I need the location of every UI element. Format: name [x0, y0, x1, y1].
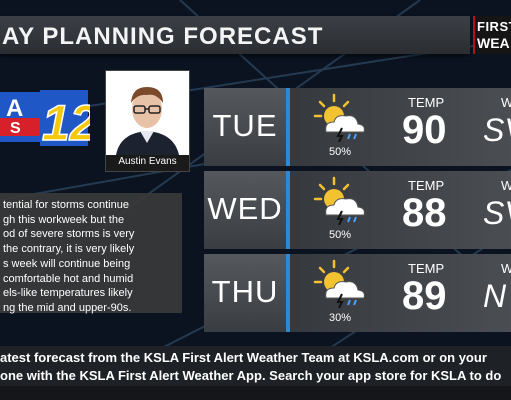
ksla-12-logo: A S 12 [0, 90, 90, 148]
sun-cloud-storm-icon [313, 93, 365, 142]
first-alert-badge: FIRST WEA [473, 16, 511, 54]
sun-cloud-storm-icon [313, 176, 365, 225]
wind-value: SV [483, 112, 511, 148]
precip-chance: 50% [328, 229, 352, 241]
precip-chance: 30% [328, 312, 352, 324]
summary-text: tential for storms continue gh this work… [3, 199, 135, 314]
title-bar: AY PLANNING FORECAST [0, 16, 470, 54]
wind-value: N [483, 278, 507, 314]
svg-text:S: S [10, 120, 21, 137]
precip-chance: 50% [328, 146, 352, 158]
day-label: THU [211, 274, 279, 309]
forecast-row-tue: TUE 50% TEMP 90 W SV [204, 88, 511, 166]
day-accent-bar [286, 88, 290, 166]
day-box: WED [204, 171, 286, 249]
wind-value: SV [483, 195, 511, 231]
wind-label: W [501, 261, 511, 276]
page-title: AY PLANNING FORECAST [2, 23, 324, 50]
temp-value: 89 [402, 274, 447, 318]
presenter-photo [106, 71, 189, 155]
svg-text:A: A [6, 95, 23, 122]
temp-label: TEMP [408, 178, 445, 193]
presenter-name: Austin Evans [118, 156, 177, 167]
day-box: TUE [204, 88, 286, 166]
ticker-line-2: one with the KSLA First Alert Weather Ap… [0, 368, 502, 383]
bottom-strip [0, 386, 511, 400]
forecast-summary: tential for storms continue gh this work… [0, 193, 182, 314]
forecast-row-thu: THU 30% TEMP 89 W N [204, 254, 511, 332]
ticker-line-1: atest forecast from the KSLA First Alert… [0, 350, 487, 365]
day-label: TUE [212, 108, 278, 143]
wind-label: W [501, 178, 511, 193]
day-box: THU [204, 254, 286, 332]
temp-label: TEMP [408, 261, 445, 276]
temp-value: 90 [402, 108, 447, 152]
presenter-card: Austin Evans [105, 70, 190, 172]
badge-line1: FIRST [477, 19, 511, 34]
svg-text:12: 12 [42, 95, 90, 148]
day-label: WED [207, 191, 283, 226]
wind-label: W [501, 95, 511, 110]
badge-line2: WEA [477, 35, 510, 51]
day-accent-bar [286, 254, 290, 332]
temp-value: 88 [402, 191, 447, 235]
day-accent-bar [286, 171, 290, 249]
news-ticker: atest forecast from the KSLA First Alert… [0, 346, 511, 386]
sun-cloud-storm-icon [313, 259, 365, 308]
forecast-row-wed: WED 50% TEMP 88 W SV [204, 171, 511, 249]
temp-label: TEMP [408, 95, 445, 110]
